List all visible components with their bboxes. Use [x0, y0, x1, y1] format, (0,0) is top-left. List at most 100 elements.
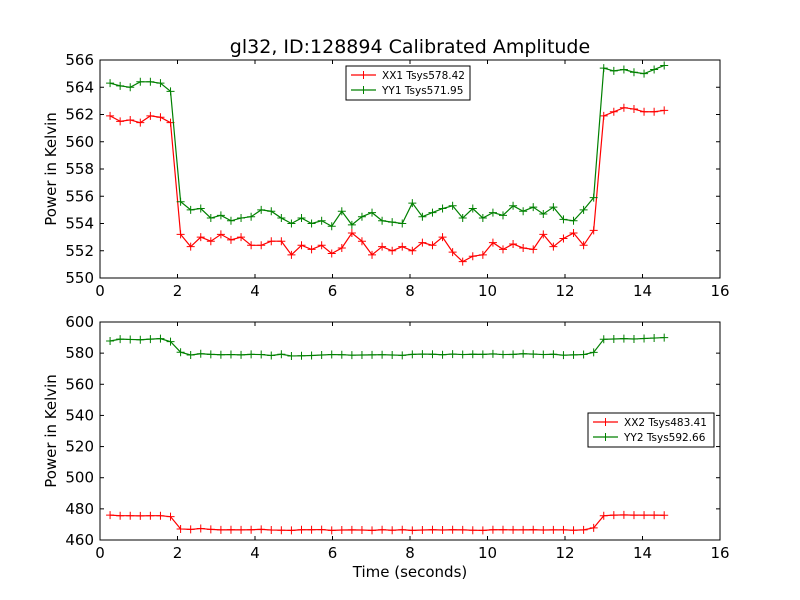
data-point — [640, 334, 649, 343]
data-point — [327, 526, 336, 535]
data-point — [226, 216, 235, 225]
legend-marker — [359, 71, 368, 79]
data-point — [599, 335, 608, 344]
data-point — [599, 111, 608, 120]
data-point — [660, 333, 669, 342]
data-point — [237, 214, 246, 223]
x-tick-label: 0 — [95, 282, 105, 300]
data-point — [539, 350, 548, 359]
data-point — [418, 212, 427, 221]
data-point — [619, 334, 628, 343]
data-point — [287, 250, 296, 259]
data-point — [166, 337, 175, 346]
data-point — [418, 526, 427, 535]
data-point — [559, 234, 568, 243]
data-point — [337, 526, 346, 535]
data-point — [499, 211, 507, 220]
data-point — [287, 526, 296, 535]
data-point — [428, 241, 437, 250]
data-point — [216, 525, 225, 534]
data-point — [297, 525, 306, 534]
data-point — [519, 525, 528, 534]
data-point — [418, 350, 427, 359]
data-point — [448, 201, 457, 210]
data-point — [398, 351, 407, 360]
data-point — [126, 511, 135, 520]
data-point — [237, 525, 246, 534]
data-point — [226, 235, 235, 244]
data-point — [609, 66, 618, 75]
data-point — [629, 68, 638, 77]
data-point — [569, 526, 578, 535]
legend: XX2 Tsys483.41 YY2 Tsys592.66 — [587, 412, 715, 448]
data-point — [468, 204, 477, 213]
data-point — [398, 242, 407, 251]
data-point — [347, 229, 356, 238]
y-tick-label: 500 — [65, 469, 94, 487]
data-point — [378, 525, 387, 534]
data-point — [438, 526, 447, 535]
y-tick-label: 556 — [65, 187, 94, 205]
data-point — [247, 350, 256, 359]
x-tick-label: 14 — [633, 544, 652, 562]
x-tick-label: 14 — [633, 282, 652, 300]
data-point — [307, 525, 316, 534]
data-point — [448, 248, 457, 257]
data-point — [196, 204, 205, 213]
data-point — [368, 208, 377, 217]
data-point — [176, 348, 185, 357]
data-point — [438, 204, 447, 213]
chart-bottom: Time (seconds) Power in Kelvin 0 2 4 6 8 10 12… — [42, 313, 730, 581]
data-point — [317, 525, 326, 534]
x-tick-label: 0 — [95, 544, 105, 562]
data-point — [368, 526, 377, 535]
data-point — [226, 525, 235, 534]
x-tick-label: 8 — [405, 282, 415, 300]
x-tick-label: 6 — [328, 282, 338, 300]
data-point — [619, 510, 628, 519]
data-point — [176, 524, 185, 533]
data-point — [579, 205, 588, 214]
data-point — [539, 526, 548, 535]
data-point — [609, 511, 618, 520]
data-point — [237, 350, 246, 359]
data-point — [549, 350, 558, 359]
data-point — [398, 525, 407, 534]
data-point — [206, 525, 215, 534]
data-point — [619, 65, 628, 74]
data-point — [106, 79, 115, 88]
data-point — [559, 215, 568, 224]
data-point — [347, 525, 356, 534]
y-tick-label: 580 — [65, 344, 94, 362]
data-point — [388, 218, 397, 227]
data-point — [488, 208, 497, 217]
data-point — [146, 111, 155, 120]
data-point — [499, 525, 507, 534]
data-point — [519, 244, 528, 253]
data-point — [186, 205, 195, 214]
data-point — [629, 105, 638, 114]
data-point — [549, 242, 558, 251]
legend-label: YY1 Tsys571.95 — [381, 85, 463, 97]
y-tick-label: 520 — [65, 438, 94, 456]
data-point — [438, 350, 447, 359]
data-point — [247, 241, 256, 250]
data-point — [579, 241, 588, 250]
data-point — [166, 87, 175, 96]
data-point — [609, 334, 618, 343]
data-point — [357, 237, 366, 246]
data-point — [247, 525, 256, 534]
data-point — [347, 220, 356, 229]
data-point — [307, 219, 316, 228]
data-point — [176, 230, 185, 239]
data-point — [136, 335, 145, 344]
data-point — [408, 526, 417, 535]
data-point — [378, 216, 387, 225]
data-point — [458, 214, 467, 223]
data-point — [579, 525, 588, 534]
data-point — [277, 526, 286, 535]
data-point — [287, 351, 296, 360]
y-tick-label: 550 — [65, 269, 94, 287]
data-point — [337, 350, 346, 359]
data-point — [136, 511, 145, 520]
